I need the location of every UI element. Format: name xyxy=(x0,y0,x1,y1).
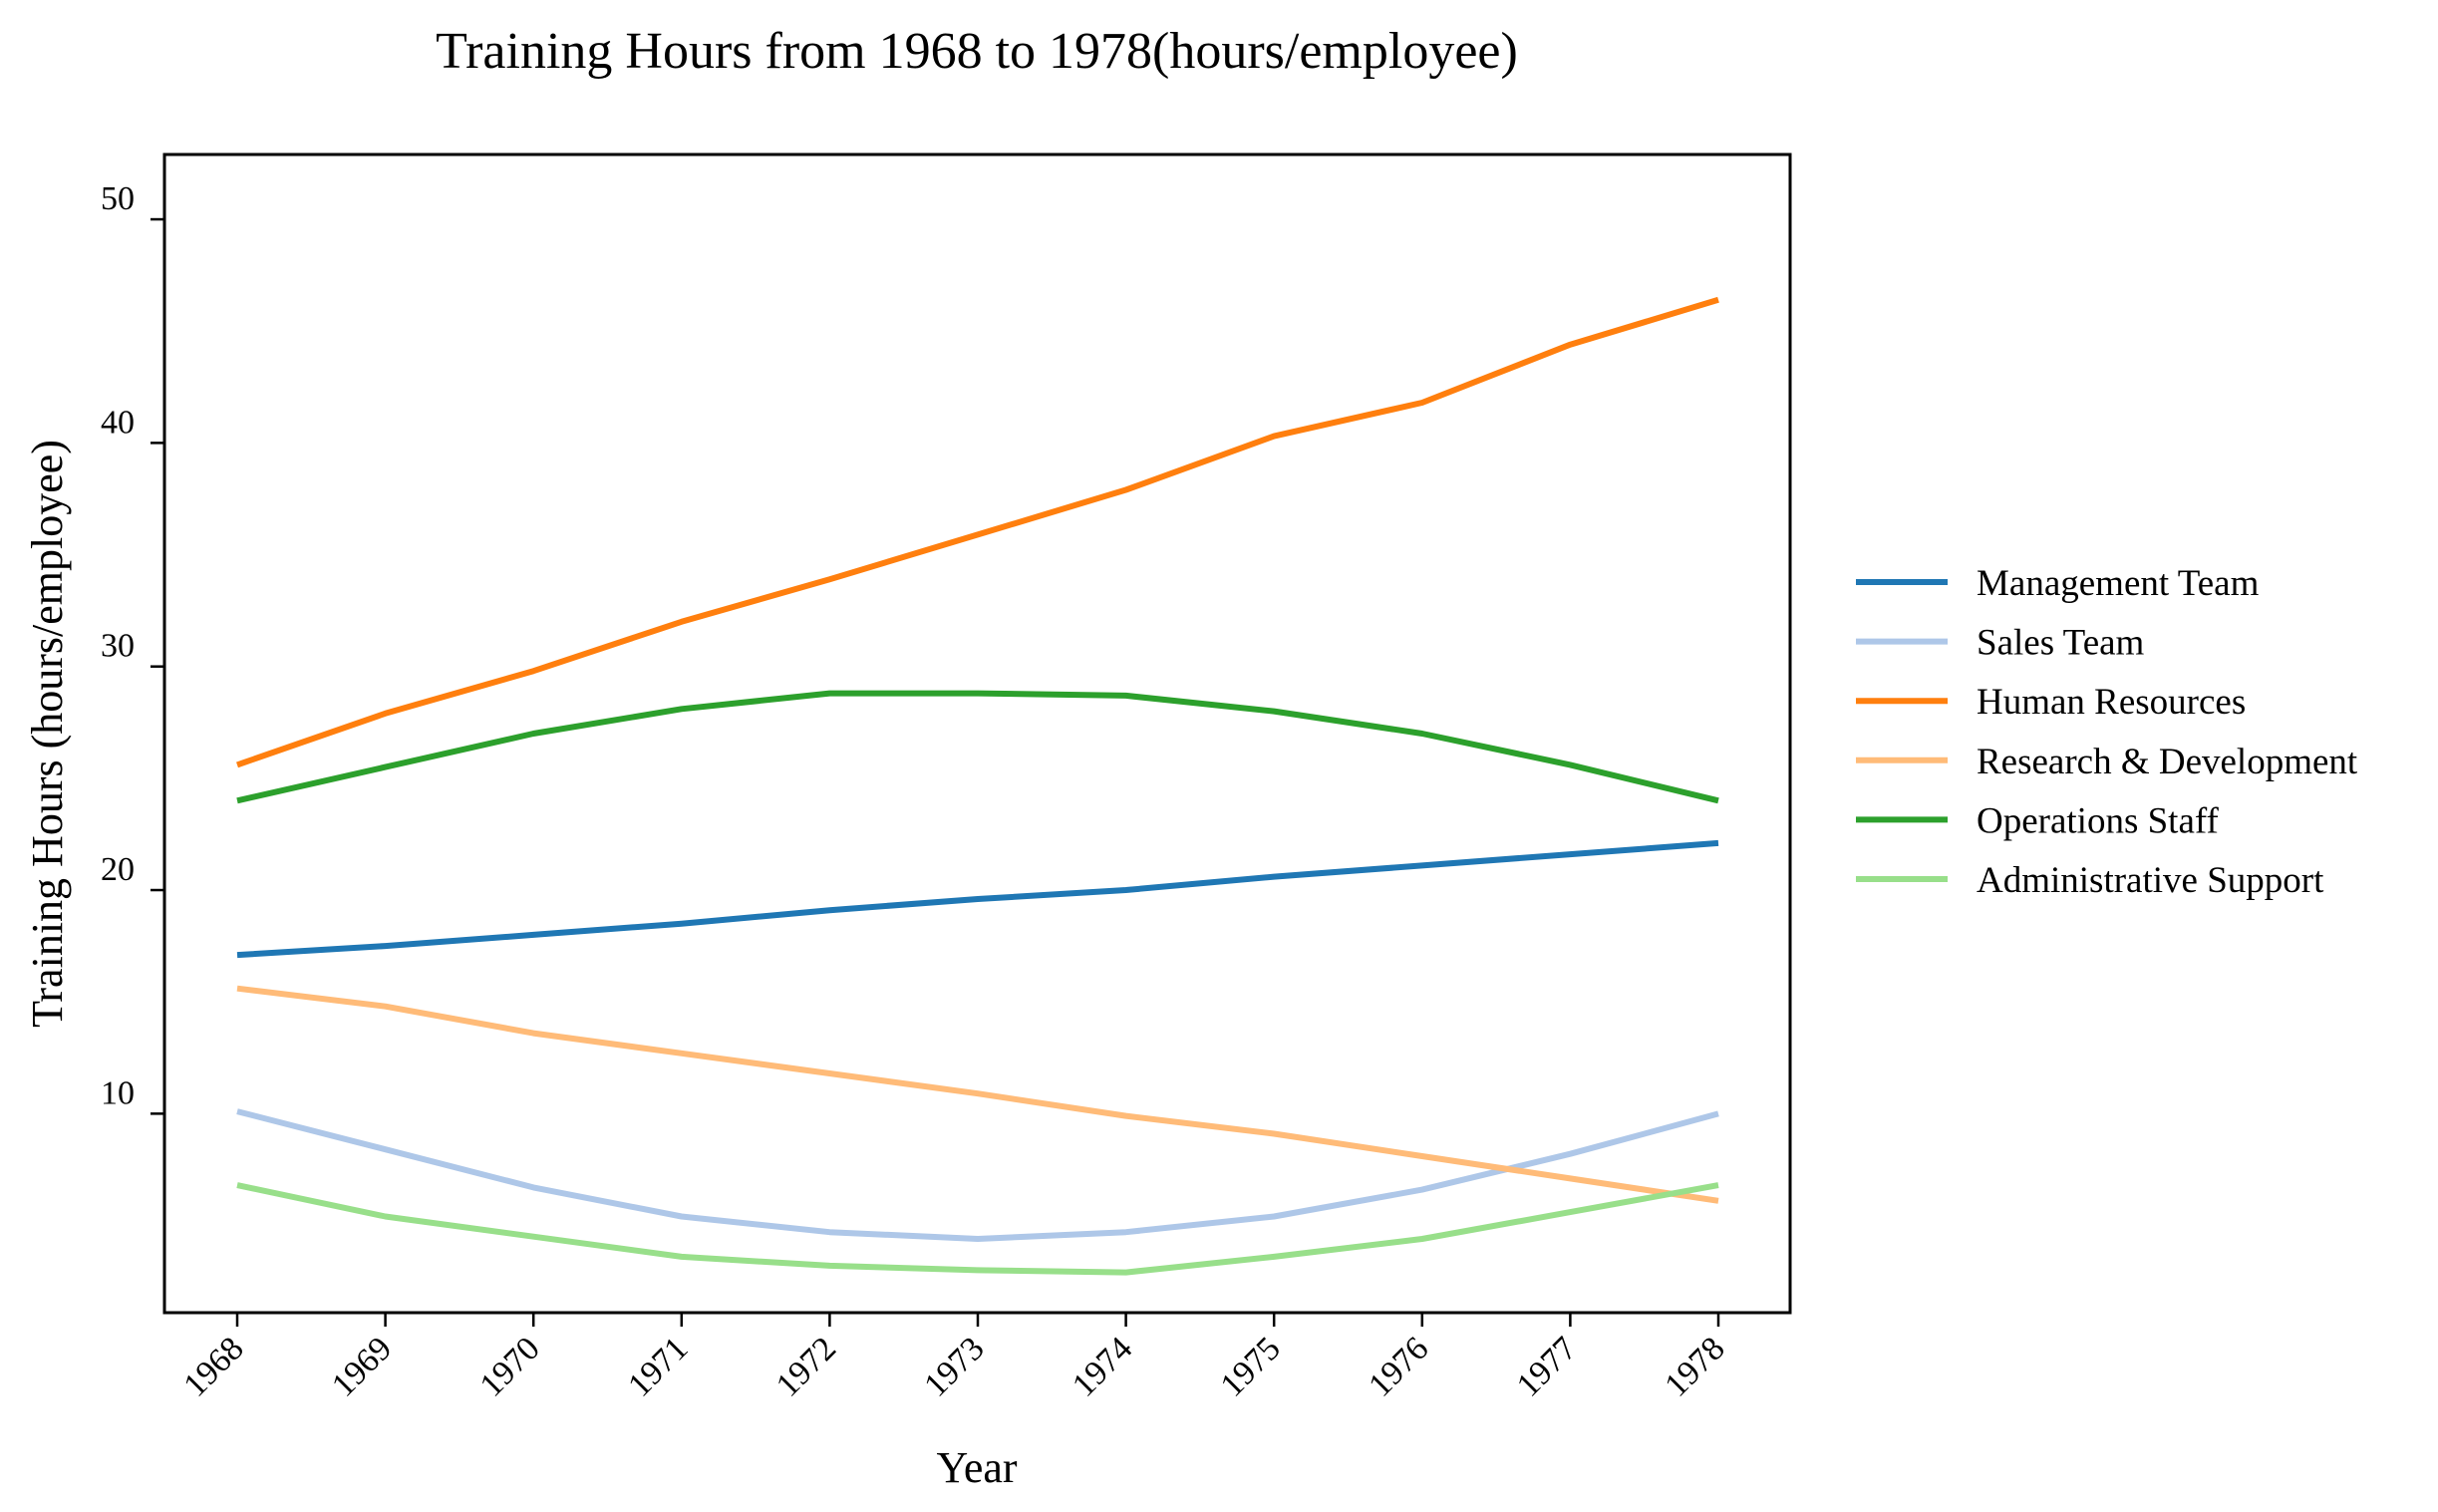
series-line-sales-team xyxy=(236,1108,1719,1242)
series-line-human-resources xyxy=(236,296,1719,768)
y-axis-label: Training Hours (hours/employee) xyxy=(23,440,72,1028)
legend-label-management-team: Management Team xyxy=(1977,563,2260,604)
x-axis-label: Year xyxy=(936,1443,1017,1492)
y-tick-label: 10 xyxy=(101,1074,135,1111)
x-tick-label: 1976 xyxy=(1362,1330,1435,1403)
x-tick-label: 1970 xyxy=(473,1330,547,1403)
y-tick-label: 20 xyxy=(101,851,135,888)
y-tick-label: 30 xyxy=(101,628,135,665)
x-tick-label: 1974 xyxy=(1066,1330,1139,1403)
x-tick-label: 1969 xyxy=(325,1330,399,1403)
x-tick-label: 1968 xyxy=(176,1330,250,1403)
chart-title: Training Hours from 1968 to 1978(hours/e… xyxy=(436,23,1518,80)
legend-label-human-resources: Human Resources xyxy=(1977,682,2246,723)
legend-label-sales-team: Sales Team xyxy=(1977,623,2145,664)
x-tick-label: 1971 xyxy=(621,1330,695,1403)
plot-frame xyxy=(162,152,1792,1315)
x-axis: 1968 1969 1970 1971 1972 1973 1974 1975 1976 1977… xyxy=(176,1313,1732,1404)
series-line-management-team xyxy=(236,839,1719,959)
x-tick-label: 1973 xyxy=(917,1330,991,1403)
legend: Management Team Sales Team Human Resources… xyxy=(1856,563,2358,901)
series-line-operations-staff xyxy=(236,690,1719,804)
series-line-research-development xyxy=(236,985,1719,1204)
y-tick-label: 40 xyxy=(101,404,135,441)
x-tick-label: 1972 xyxy=(769,1330,843,1403)
x-tick-label: 1975 xyxy=(1214,1330,1288,1403)
legend-label-research-development: Research & Development xyxy=(1977,742,2358,782)
x-tick-label: 1977 xyxy=(1510,1330,1584,1403)
series-line-administrative-support xyxy=(236,1182,1719,1276)
legend-label-operations-staff: Operations Staff xyxy=(1977,800,2220,841)
y-tick-label: 50 xyxy=(101,180,135,217)
legend-label-administrative-support: Administrative Support xyxy=(1977,860,2324,901)
plot-area xyxy=(236,296,1719,1276)
y-axis: 10 20 30 40 50 xyxy=(101,180,164,1115)
x-tick-label: 1978 xyxy=(1658,1330,1731,1403)
